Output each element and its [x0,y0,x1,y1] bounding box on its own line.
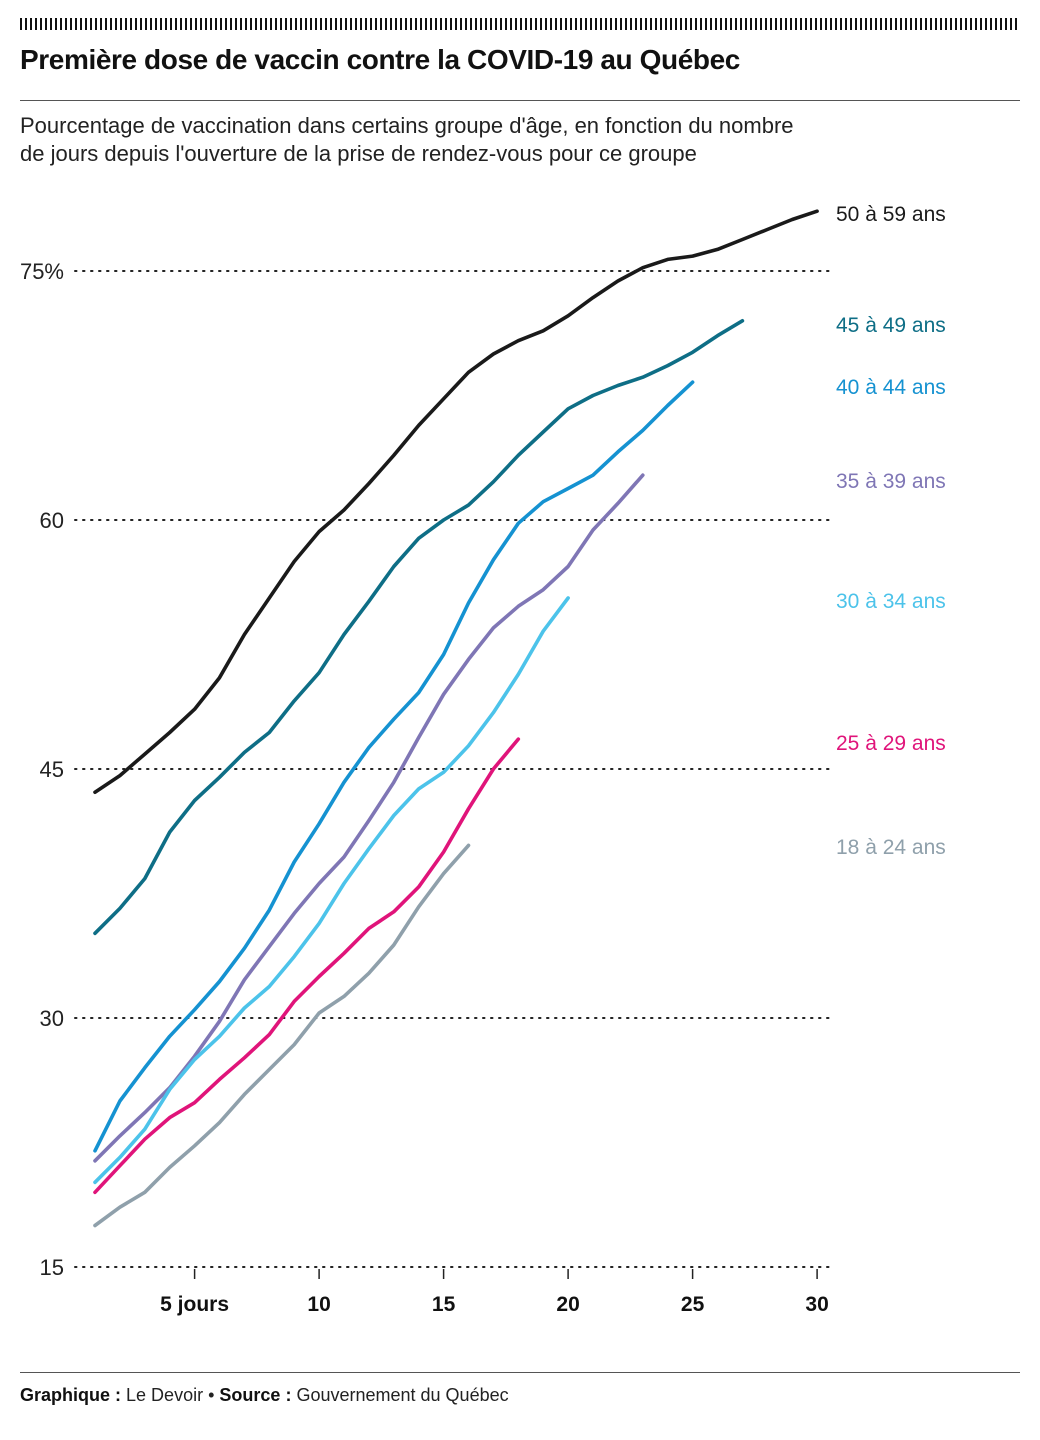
x-tick-label: 20 [556,1293,579,1316]
page-title: Première dose de vaccin contre la COVID-… [20,44,740,75]
series-line-4 [93,596,570,1185]
series-line-5 [93,737,521,1195]
divider-bottom [20,1372,1020,1373]
series-lines [93,209,819,1228]
series-line-0 [93,209,819,795]
y-tick-label: 60 [40,508,64,533]
series-label: 25 à 29 ans [836,732,946,755]
source-label: Source : [219,1385,292,1405]
x-axis: 5 jours 10 15 20 25 30 [160,1269,829,1316]
series-line-3 [93,473,645,1163]
divider-top [20,100,1020,101]
decorative-tick-bar [20,18,1020,30]
series-label: 35 à 39 ans [836,470,946,493]
separator: • [208,1385,215,1405]
series-label: 30 à 34 ans [836,590,946,613]
series-line-2 [93,380,695,1153]
y-tick-label: 75% [20,259,64,284]
subtitle-line-2: de jours depuis l'ouverture de la prise … [20,141,697,166]
series-line-6 [93,843,471,1228]
series-label: 18 à 24 ans [836,836,946,859]
gridlines [74,270,831,1268]
x-tick-label: 30 [805,1293,828,1316]
footer-credits: Graphique : Le Devoir • Source : Gouvern… [20,1385,509,1406]
graphic-label: Graphique : [20,1385,122,1405]
series-line-1 [93,318,745,936]
y-tick-label: 45 [40,757,64,782]
graphic-value: Le Devoir [126,1385,204,1405]
source-value: Gouvernement du Québec [296,1385,509,1405]
y-tick-label: 30 [40,1006,64,1031]
subtitle: Pourcentage de vaccination dans certains… [20,112,1020,168]
y-tick-label: 15 [40,1255,64,1280]
y-axis-tick-labels: 75% 60 45 30 15 [20,259,64,1280]
line-chart: 75% 60 45 30 15 5 jours 10 15 20 25 30 50 à 59 an… [20,203,946,1316]
x-tick-label: 15 [432,1293,456,1316]
x-tick-label: 10 [307,1293,330,1316]
series-label: 45 à 49 ans [836,314,946,337]
x-tick-label: 5 jours [160,1293,229,1316]
x-tick-label: 25 [681,1293,705,1316]
series-label: 50 à 59 ans [836,203,946,226]
series-label: 40 à 44 ans [836,376,946,399]
subtitle-line-1: Pourcentage de vaccination dans certains… [20,113,794,138]
series-labels: 50 à 59 ans 45 à 49 ans 40 à 44 ans 35 à 39… [836,203,946,859]
